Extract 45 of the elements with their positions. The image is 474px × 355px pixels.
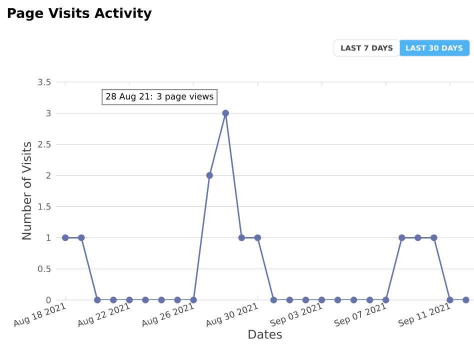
point [382, 296, 390, 304]
x-tick-label: Aug 22 2021 [78, 302, 130, 328]
y-tick-label: 1 [46, 234, 50, 241]
y-axis-title: Number of Visits [22, 142, 32, 240]
y-tick-label: 2.5 [38, 141, 51, 148]
point [366, 296, 374, 304]
chart-title: Page Visits Activity [8, 8, 152, 21]
point [222, 110, 230, 117]
point [318, 296, 326, 304]
y-tick-label: 2 [46, 172, 50, 179]
x-tick-label: Sep 07 2021 [334, 302, 386, 326]
x-tick-label: Aug 30 2021 [206, 302, 258, 328]
point [62, 234, 69, 242]
x-tick-label: Aug 26 2021 [142, 302, 194, 328]
point [254, 234, 262, 242]
point [174, 296, 181, 304]
point [142, 296, 149, 304]
point [110, 296, 117, 304]
point [270, 296, 278, 304]
y-tick-label: 3 [46, 110, 51, 116]
y-tick-label: 0 [46, 296, 51, 304]
y-tick-label: 0.5 [38, 266, 51, 272]
point [190, 296, 197, 304]
point [78, 234, 85, 242]
x-tick-label: Sep 03 2021 [270, 302, 322, 326]
point [94, 296, 101, 304]
x-axis-title: Dates [248, 330, 282, 339]
point [414, 234, 422, 242]
point [446, 296, 454, 304]
y-tick-label: 1.5 [38, 203, 51, 210]
point [302, 296, 310, 304]
point [430, 234, 438, 242]
point [238, 234, 246, 242]
point [206, 172, 213, 179]
point [334, 296, 342, 304]
point [126, 296, 133, 304]
point [462, 296, 470, 304]
x-tick-label: Sep 11 2021 [398, 302, 450, 326]
point [350, 296, 358, 304]
point [398, 234, 406, 242]
y-tick-label: 3.5 [38, 78, 51, 86]
x-tick-label: Aug 18 2021 [14, 302, 66, 328]
annotation: 28 Aug 21: 3 page views [106, 92, 214, 102]
point [286, 296, 294, 304]
point [158, 296, 165, 304]
